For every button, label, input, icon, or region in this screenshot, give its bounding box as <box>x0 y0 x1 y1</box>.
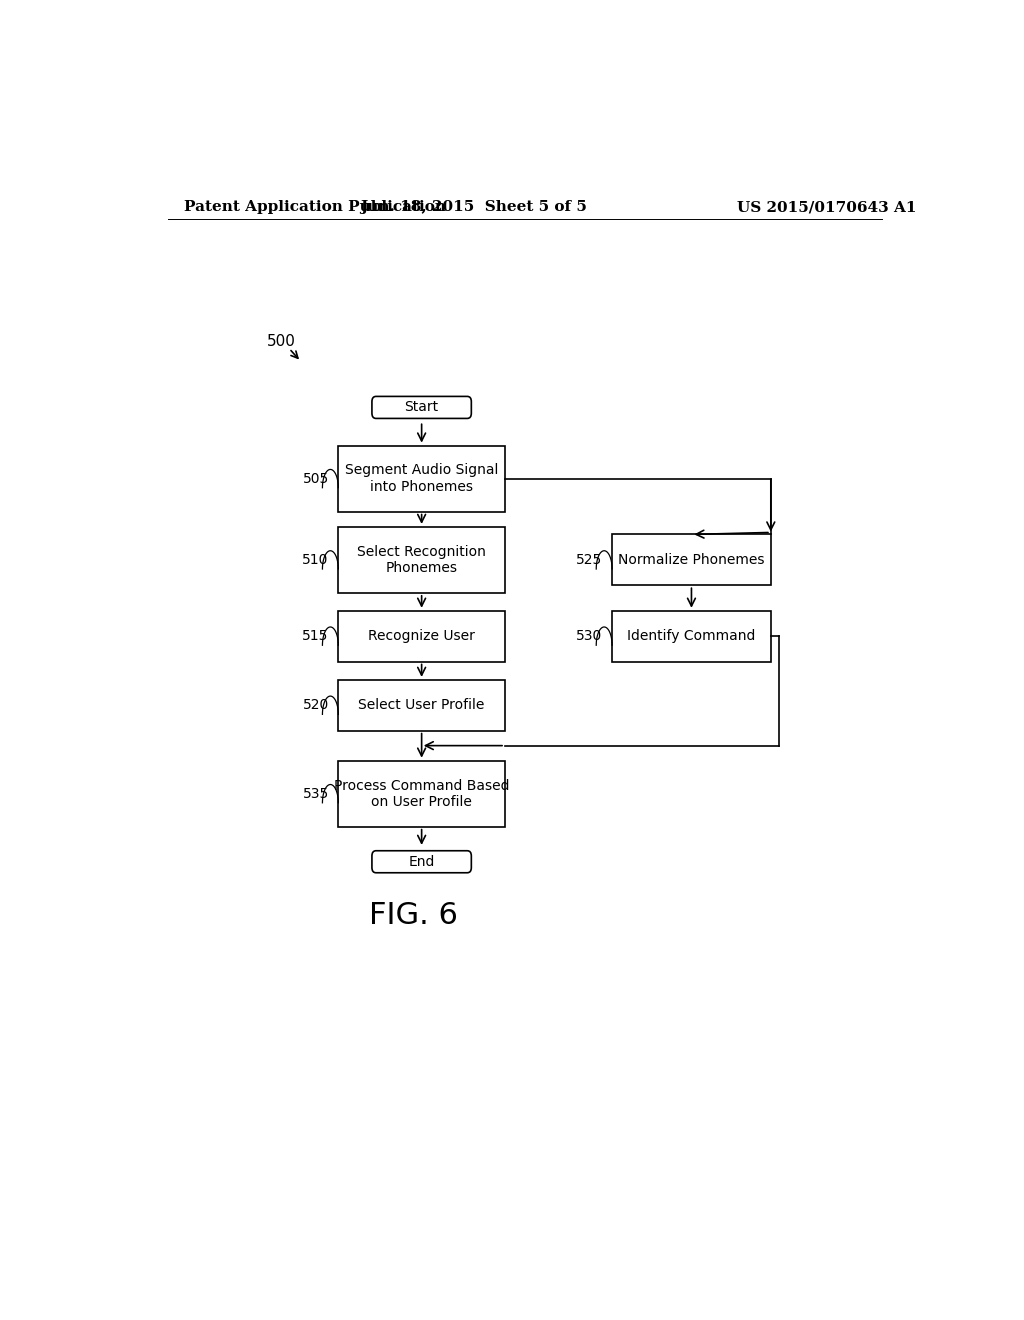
Text: FIG. 6: FIG. 6 <box>370 902 458 931</box>
FancyBboxPatch shape <box>338 527 505 593</box>
Text: 515: 515 <box>302 630 329 643</box>
Text: Process Command Based
on User Profile: Process Command Based on User Profile <box>334 779 509 809</box>
Text: Recognize User: Recognize User <box>369 630 475 643</box>
Text: 535: 535 <box>302 787 329 801</box>
Text: Normalize Phonemes: Normalize Phonemes <box>618 553 765 566</box>
FancyBboxPatch shape <box>612 535 771 585</box>
Text: Jun. 18, 2015  Sheet 5 of 5: Jun. 18, 2015 Sheet 5 of 5 <box>359 201 587 214</box>
Text: Identify Command: Identify Command <box>628 630 756 643</box>
Text: Patent Application Publication: Patent Application Publication <box>183 201 445 214</box>
Text: 530: 530 <box>577 630 602 643</box>
FancyBboxPatch shape <box>338 760 505 826</box>
Text: US 2015/0170643 A1: US 2015/0170643 A1 <box>736 201 916 214</box>
FancyBboxPatch shape <box>612 611 771 661</box>
FancyBboxPatch shape <box>338 611 505 661</box>
Text: 510: 510 <box>302 553 329 566</box>
FancyBboxPatch shape <box>338 446 505 512</box>
Text: 520: 520 <box>302 698 329 713</box>
Text: Select User Profile: Select User Profile <box>358 698 484 713</box>
Text: Start: Start <box>404 400 438 414</box>
Text: Select Recognition
Phonemes: Select Recognition Phonemes <box>357 545 486 576</box>
Text: 525: 525 <box>577 553 602 566</box>
Text: End: End <box>409 855 435 869</box>
Text: 500: 500 <box>267 334 296 348</box>
Text: Segment Audio Signal
into Phonemes: Segment Audio Signal into Phonemes <box>345 463 499 494</box>
FancyBboxPatch shape <box>338 680 505 731</box>
FancyBboxPatch shape <box>372 396 471 418</box>
Text: 505: 505 <box>302 471 329 486</box>
FancyBboxPatch shape <box>372 851 471 873</box>
